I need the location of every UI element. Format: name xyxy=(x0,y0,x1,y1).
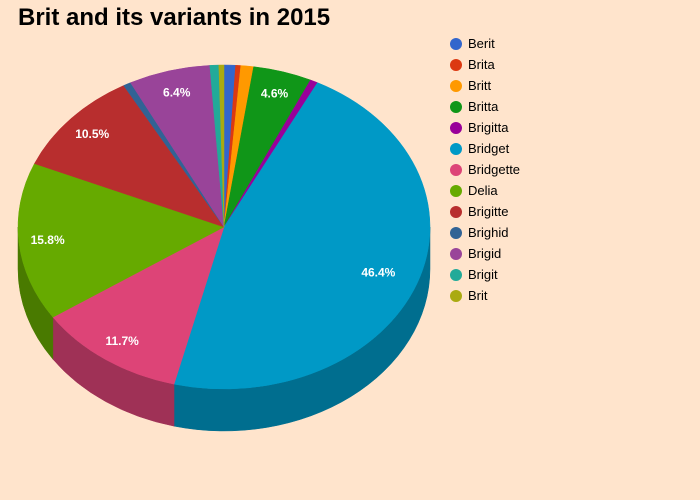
pie-top xyxy=(17,64,431,390)
legend-label: Britt xyxy=(468,78,492,93)
pie-slice-bridgette xyxy=(52,226,225,385)
slice-label-delia: 15.8% xyxy=(31,233,65,247)
legend-label: Brigitta xyxy=(468,120,509,135)
legend-label: Brigitte xyxy=(468,204,509,219)
legend-label: Britta xyxy=(468,99,499,114)
legend-swatch xyxy=(450,227,462,239)
legend-label: Berit xyxy=(468,36,495,51)
legend-swatch xyxy=(450,164,462,176)
legend-swatch xyxy=(450,80,462,92)
legend-item-brigid[interactable]: Brigid xyxy=(450,245,650,266)
legend-item-britta[interactable]: Britta xyxy=(450,98,650,119)
legend-item-britt[interactable]: Britt xyxy=(450,77,650,98)
slice-label-brigitte: 10.5% xyxy=(75,127,109,141)
legend-item-brigitta[interactable]: Brigitta xyxy=(450,119,650,140)
legend-item-berit[interactable]: Berit xyxy=(450,35,650,56)
legend-item-brighid[interactable]: Brighid xyxy=(450,224,650,245)
pie-slice-bridget xyxy=(173,82,431,390)
legend-label: Brit xyxy=(468,288,488,303)
pie-slice-brit xyxy=(218,64,225,228)
legend-item-brigit[interactable]: Brigit xyxy=(450,266,650,287)
pie-labels: 4.6% 46.4% 11.7% 15.8% 10.5% 6.4% xyxy=(31,86,396,348)
legend-item-bridgette[interactable]: Bridgette xyxy=(450,161,650,182)
chart-title: Brit and its variants in 2015 xyxy=(18,4,331,31)
legend-item-brita[interactable]: Brita xyxy=(450,56,650,77)
legend-swatch xyxy=(450,101,462,113)
legend: Berit Brita Britt Britta Brigitta Bridget Brid… xyxy=(450,35,650,308)
legend-label: Brigit xyxy=(468,267,498,282)
legend-item-bridget[interactable]: Bridget xyxy=(450,140,650,161)
slice-label-britta: 4.6% xyxy=(261,86,289,100)
legend-label: Bridgette xyxy=(468,162,521,177)
legend-swatch xyxy=(450,38,462,50)
legend-swatch xyxy=(450,206,462,218)
legend-swatch xyxy=(450,248,462,260)
pie-slice-brigitte xyxy=(34,85,225,228)
slice-label-brigid: 6.4% xyxy=(163,86,191,100)
legend-label: Bridget xyxy=(468,141,510,156)
legend-swatch xyxy=(450,290,462,302)
slice-label-bridget: 46.4% xyxy=(361,265,395,279)
legend-label: Delia xyxy=(468,183,498,198)
legend-item-brigitte[interactable]: Brigitte xyxy=(450,203,650,224)
legend-item-brit[interactable]: Brit xyxy=(450,287,650,308)
legend-swatch xyxy=(450,143,462,155)
legend-swatch xyxy=(450,269,462,281)
legend-label: Brigid xyxy=(468,246,502,261)
legend-swatch xyxy=(450,122,462,134)
legend-swatch xyxy=(450,59,462,71)
legend-item-delia[interactable]: Delia xyxy=(450,182,650,203)
legend-label: Brita xyxy=(468,57,495,72)
slice-label-bridgette: 11.7% xyxy=(105,334,139,348)
pie-slice-delia xyxy=(17,163,225,318)
legend-swatch xyxy=(450,185,462,197)
legend-label: Brighid xyxy=(468,225,509,240)
